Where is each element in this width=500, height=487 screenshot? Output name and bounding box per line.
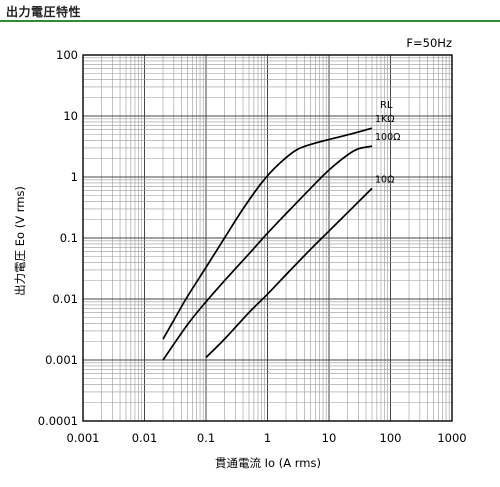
- y-tick-label: 0.01: [52, 292, 78, 306]
- series-line: [162, 145, 373, 361]
- series-label: 100Ω: [375, 132, 400, 143]
- x-tick-label: 0.1: [197, 431, 215, 445]
- x-tick-label: 100: [380, 431, 402, 445]
- series-line: [205, 187, 373, 359]
- x-tick-label: 1: [264, 431, 271, 445]
- y-tick-label: 10: [63, 109, 78, 123]
- series-label: 10Ω: [375, 174, 394, 185]
- y-tick-label: 0.001: [45, 353, 78, 367]
- chart-tick-labels: 0.001 0.01 0.1 1 10 100 1000 0.0001 0.001 0.01 0.1…: [38, 48, 467, 445]
- y-tick-label: 0.0001: [38, 414, 78, 428]
- series-line: [162, 127, 373, 340]
- x-tick-label: 1000: [437, 431, 466, 445]
- y-tick-label: 100: [56, 48, 78, 62]
- x-axis-label: 貫通電流 Io (A rms): [215, 456, 321, 470]
- y-tick-label: 0.1: [60, 231, 78, 245]
- legend-title: RL: [380, 100, 393, 111]
- y-axis-label: 出力電圧 Eo (V rms): [13, 186, 27, 296]
- page-heading: 出力電圧特性: [6, 5, 82, 19]
- x-tick-label: 0.001: [67, 431, 100, 445]
- chart-series: 1KΩ 100Ω 10Ω: [162, 114, 400, 361]
- heading-rule: [0, 20, 500, 22]
- plot-frame: [82, 54, 453, 422]
- chart-grid: [82, 55, 452, 422]
- x-tick-label: 10: [322, 431, 337, 445]
- y-tick-label: 1: [71, 170, 78, 184]
- frequency-note: F=50Hz: [406, 36, 452, 50]
- x-tick-label: 0.01: [132, 431, 158, 445]
- series-label: 1KΩ: [375, 114, 395, 125]
